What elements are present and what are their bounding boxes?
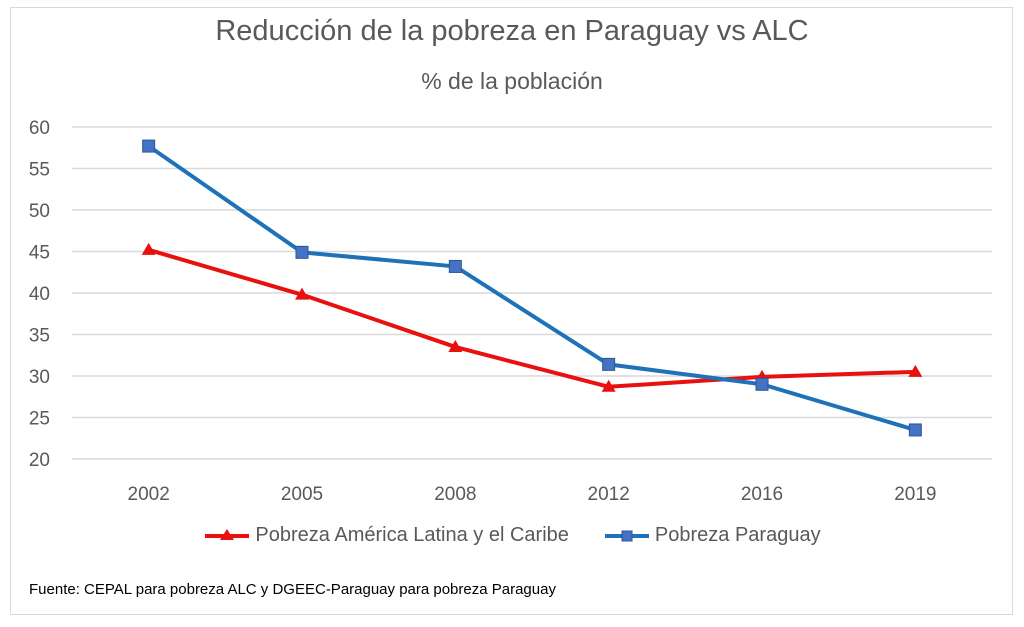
series-alc [141,242,923,392]
series-paraguay [142,139,922,437]
y-tick-label: 30 [29,367,50,388]
data-point-square [602,357,616,371]
y-tick-label: 60 [29,118,50,139]
series-line [147,144,916,432]
x-tick-label: 2002 [128,484,170,505]
y-tick-label: 25 [29,409,50,430]
data-point-square [448,259,462,273]
x-tick-label: 2016 [741,484,783,505]
legend-item-alc[interactable]: Pobreza América Latina y el Caribe [203,524,569,547]
x-tick-label: 2008 [434,484,476,505]
y-tick-label: 40 [29,284,50,305]
x-tick-label: 2019 [894,484,936,505]
legend-item-paraguay[interactable]: Pobreza Paraguay [603,524,821,547]
series-group [141,139,923,437]
legend: Pobreza América Latina y el Caribe Pobre… [0,524,1024,547]
data-point-square [142,139,156,153]
legend-label-paraguay: Pobreza Paraguay [654,524,821,546]
chart-subtitle: % de la población [421,68,603,94]
data-point-square [755,377,769,391]
data-point-square [295,245,309,259]
y-tick-label: 50 [29,201,50,222]
legend-swatch-paraguay [604,530,649,541]
y-tick-label: 20 [29,450,50,471]
data-point-triangle [448,339,463,352]
data-point-square [908,423,922,437]
gridlines [72,126,992,460]
data-point-triangle [141,242,156,255]
chart-frame [10,7,1013,615]
data-point-triangle [295,287,309,300]
series-line [148,247,916,389]
source-note: Fuente: CEPAL para pobreza ALC y DGEEC-P… [29,581,556,598]
data-point-triangle [601,379,616,392]
y-tick-label: 45 [29,243,50,264]
y-tick-label: 55 [29,160,50,181]
x-tick-label: 2005 [281,484,323,505]
x-tick-label: 2012 [588,484,630,505]
y-tick-label: 35 [29,326,50,347]
legend-swatch-alc [205,528,250,540]
x-axis-ticks: 2002 2005 2008 2012 2016 2019 [128,484,937,505]
chart-title: Reducción de la pobreza en Paraguay vs A… [215,15,809,47]
legend-label-alc: Pobreza América Latina y el Caribe [255,524,569,546]
data-point-triangle [908,364,923,377]
y-axis-ticks: 60 55 50 45 40 35 30 25 20 [29,118,50,471]
